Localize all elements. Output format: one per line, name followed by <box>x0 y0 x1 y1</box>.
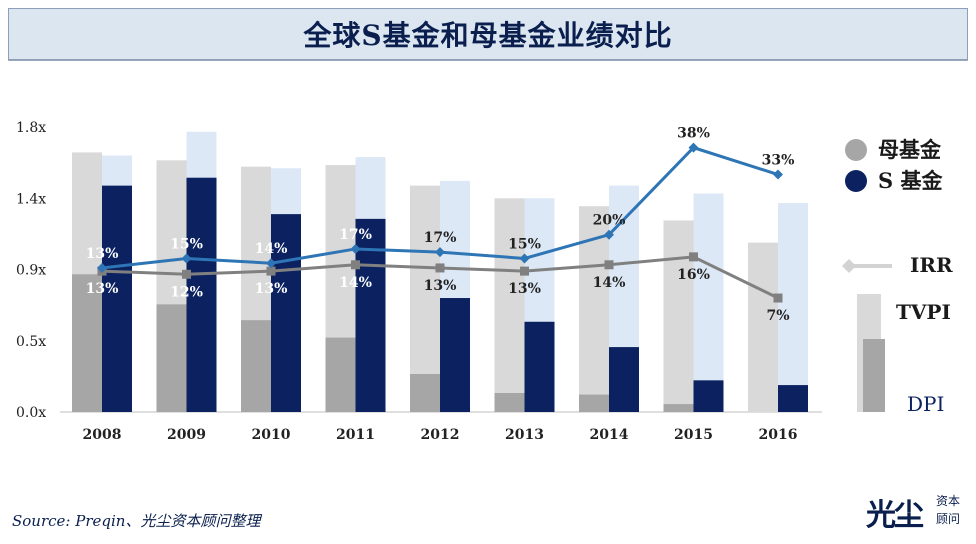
bar-s-tvpi <box>778 203 808 412</box>
bar-s-dpi <box>778 385 808 412</box>
fof-irr-label: 13% <box>255 281 288 297</box>
bar-fof-dpi <box>156 304 187 412</box>
page-title: 全球S基金和母基金业绩对比 <box>303 19 673 52</box>
bar-fof-dpi <box>325 337 356 412</box>
s-irr-marker <box>97 262 107 273</box>
s-irr-label: 14% <box>255 241 288 257</box>
fof-irr-label: 16% <box>677 267 710 283</box>
fof-irr-marker <box>266 266 276 276</box>
s-irr-label: 20% <box>593 213 626 229</box>
legend-s-swatch <box>845 170 867 192</box>
y-tick-label: 0.5x <box>16 334 46 350</box>
bar-s-dpi <box>440 298 470 412</box>
title-divider <box>8 60 968 61</box>
bar-fof-dpi <box>663 404 694 412</box>
x-tick-label: 2013 <box>505 427 544 443</box>
fof-irr-label: 14% <box>339 275 372 291</box>
bar-fof-dpi <box>494 393 525 412</box>
fof-irr-marker <box>351 260 360 270</box>
y-tick-label: 1.8x <box>16 120 46 136</box>
s-irr-label: 15% <box>508 236 541 252</box>
s-irr-marker <box>350 243 361 254</box>
y-tick-label: 1.4x <box>16 191 46 207</box>
s-irr-label: 17% <box>424 230 457 246</box>
y-tick-label: 0.0x <box>16 405 46 421</box>
bar-s-dpi <box>524 321 555 412</box>
bar-fof-tvpi <box>748 242 778 412</box>
x-tick-label: 2008 <box>83 427 122 443</box>
legend-irr-label: IRR <box>910 253 953 277</box>
fof-irr-label: 13% <box>424 278 457 294</box>
bar-s-dpi <box>693 380 724 412</box>
fof-irr-marker <box>604 260 614 270</box>
bar-s-tvpi <box>693 193 724 412</box>
company-logo: 光尘 资本顾问 <box>866 488 970 536</box>
s-irr-label: 38% <box>677 126 710 142</box>
title-bar: 全球S基金和母基金业绩对比 <box>8 8 968 60</box>
s-irr-label: 13% <box>86 246 119 262</box>
bar-fof-dpi <box>72 274 102 412</box>
x-tick-label: 2014 <box>590 427 629 443</box>
legend-s-label: S 基金 <box>878 168 943 193</box>
logo-main-text: 光尘 <box>866 498 924 533</box>
fof-irr-label: 13% <box>508 281 541 297</box>
legend-fof-swatch <box>845 139 867 161</box>
x-tick-label: 2016 <box>759 427 798 443</box>
s-irr-label: 33% <box>762 153 795 169</box>
x-tick-label: 2010 <box>252 427 291 443</box>
x-tick-label: 2011 <box>336 427 375 443</box>
bar-s-dpi <box>271 214 301 412</box>
fof-irr-label: 12% <box>170 284 203 300</box>
fof-irr-marker <box>520 266 529 276</box>
s-irr-marker <box>435 247 445 258</box>
s-irr-marker <box>688 142 699 153</box>
s-irr-marker <box>266 258 276 269</box>
legend-fof-label: 母基金 <box>878 137 942 162</box>
fof-irr-label: 7% <box>766 308 789 324</box>
bar-fof-dpi <box>410 374 440 412</box>
bar-fof-dpi <box>579 394 609 412</box>
y-tick-label: 0.9x <box>16 263 46 279</box>
s-irr-label: 17% <box>339 227 372 243</box>
s-irr-marker <box>604 229 614 240</box>
bar-fof-tvpi <box>494 198 525 412</box>
x-tick-label: 2015 <box>674 427 713 443</box>
bar-s-dpi <box>609 347 639 412</box>
fof-irr-label: 14% <box>593 275 626 291</box>
source-note: Source: Preqin、光尘资本顾问整理 <box>12 512 261 530</box>
bar-fof-tvpi <box>663 220 694 412</box>
fof-irr-label: 13% <box>86 281 119 297</box>
s-irr-marker <box>519 253 530 264</box>
s-irr-marker <box>773 169 783 180</box>
fof-irr-marker <box>435 263 445 273</box>
fof-irr-marker <box>182 269 191 279</box>
legend-dpi-swatch <box>863 339 885 412</box>
x-tick-label: 2012 <box>421 427 460 443</box>
s-irr-marker <box>181 253 192 264</box>
bar-s-dpi <box>102 185 132 412</box>
logo-sub-text: 资本顾问 <box>936 494 961 526</box>
legend-irr-marker <box>842 259 856 273</box>
x-tick-label: 2009 <box>167 427 206 443</box>
fof-irr-marker <box>689 252 698 262</box>
s-irr-label: 15% <box>170 236 203 252</box>
legend-tvpi-label: TVPI <box>896 300 951 324</box>
bar-s-dpi <box>186 177 217 412</box>
fof-irr-marker <box>773 293 783 303</box>
bar-fof-dpi <box>241 320 271 412</box>
legend-dpi-label: DPI <box>907 392 944 416</box>
